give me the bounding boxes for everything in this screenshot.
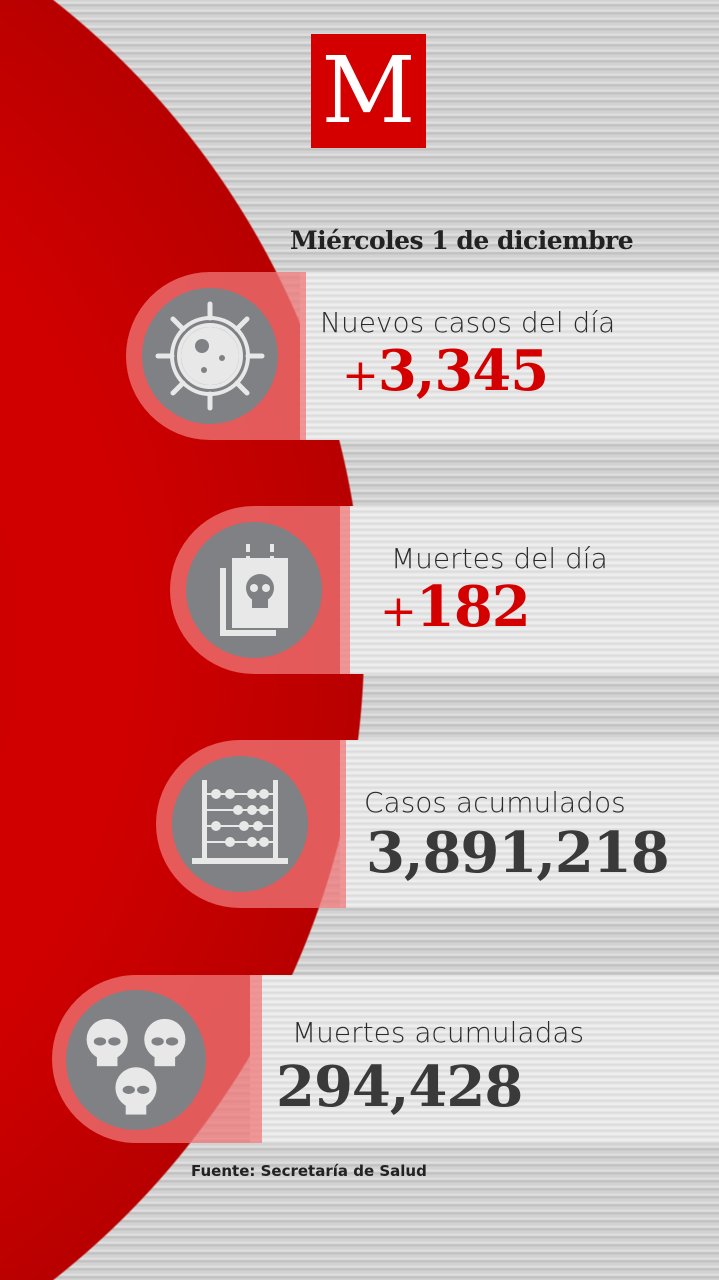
milenio-logo: M [311, 34, 426, 148]
stat-label-daily-deaths: Muertes del día [391, 542, 608, 575]
stat-value-cumulative-deaths: 294,428 [276, 1054, 523, 1120]
value: 3,891,218 [366, 820, 670, 886]
stat-label-cumulative-deaths: Muertes acumuladas [292, 1016, 585, 1049]
virus-icon [142, 288, 278, 424]
stat-value-cumulative-cases: 3,891,218 [366, 820, 670, 886]
stat-label-new-cases: Nuevos casos del día [320, 306, 616, 339]
stat-value-daily-deaths: +182 [380, 574, 531, 640]
stat-band-3 [340, 740, 719, 908]
stat-label-cumulative-cases: Casos acumulados [364, 786, 626, 819]
abacus-icon [172, 756, 308, 892]
value: 182 [415, 574, 531, 640]
date-heading: Miércoles 1 de diciembre [290, 226, 634, 255]
value: 294,428 [276, 1054, 523, 1120]
stat-band-4 [250, 975, 719, 1143]
plus-sign: + [380, 586, 417, 637]
stat-band-1 [300, 272, 719, 440]
value: 3,345 [377, 338, 549, 404]
source-note: Fuente: Secretaría de Salud [191, 1162, 427, 1180]
three-skulls-icon [66, 990, 206, 1130]
stat-value-new-cases: +3,345 [342, 338, 549, 404]
plus-sign: + [342, 350, 379, 401]
skull-document-icon [186, 522, 322, 658]
stat-band-2 [340, 506, 719, 674]
